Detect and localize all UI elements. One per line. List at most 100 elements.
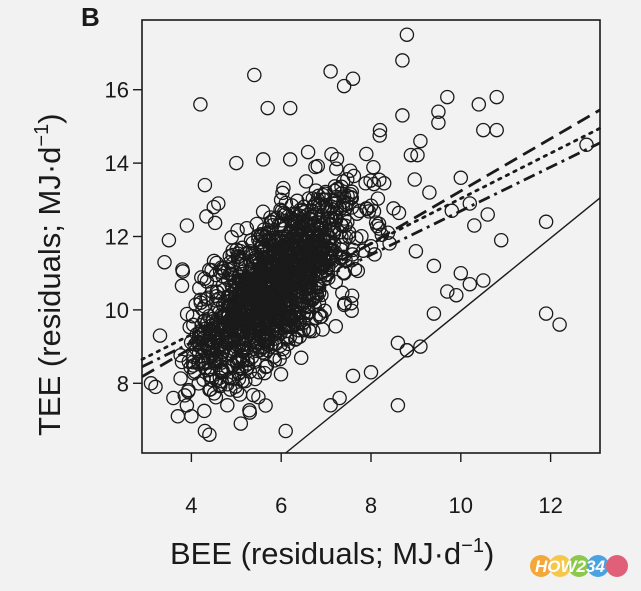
data-point [291,237,306,253]
data-point [257,365,272,381]
data-point [225,256,241,271]
data-point [336,297,352,313]
data-point [359,201,374,216]
data-point [340,172,355,187]
data-point [282,100,298,116]
data-point [390,335,406,351]
data-point [206,199,222,215]
data-point [408,243,424,259]
data-point [220,398,235,413]
data-point [215,268,230,284]
data-point [462,276,478,292]
data-point [284,241,299,256]
data-point [372,122,388,138]
data-point [413,339,428,354]
data-point [222,248,238,264]
data-point [276,345,292,360]
data-point [253,228,269,244]
data-point [323,398,338,413]
data-point [260,342,275,358]
data-point [173,371,188,386]
data-point [242,405,258,420]
data-point [335,285,350,301]
data-point [229,155,244,171]
data-point [323,64,338,79]
data-point [431,104,446,119]
data-point [309,276,324,291]
data-point [179,218,195,233]
data-point [308,183,324,198]
data-point [310,222,326,238]
data-point [370,191,386,206]
data-point [202,427,217,442]
data-point [209,288,224,304]
data-point [538,214,554,230]
fit-line-dotted [140,126,602,361]
data-point [233,416,249,431]
data-point [258,398,273,413]
x-axis-title: BEE (residuals; MJ·d−1) [170,535,494,571]
data-point [311,295,327,310]
data-point [191,356,206,372]
data-point [426,306,442,321]
data-point [391,205,407,221]
data-point [245,279,261,294]
data-point [197,403,212,419]
data-point [306,323,321,339]
data-point [270,251,286,267]
data-point [192,280,207,296]
data-point [289,316,305,332]
data-point [367,247,382,262]
data-point [256,222,272,237]
data-point [422,185,437,200]
data-point [295,241,310,257]
data-point [316,230,331,245]
data-point [275,185,290,201]
data-point [366,159,381,175]
data-point [335,237,350,253]
data-point [260,100,275,116]
data-point [324,146,339,162]
x-tick-label: 4 [185,493,197,518]
data-point [315,192,331,207]
data-point [343,295,359,311]
data-point [175,262,190,277]
data-point [244,349,260,365]
data-point [476,122,491,138]
data-point [227,273,242,289]
data-point [390,398,406,413]
data-point [174,354,190,370]
data-point [352,203,368,219]
x-tick-label: 8 [365,493,377,518]
data-point [247,67,262,83]
data-point [185,308,201,324]
data-point [344,303,359,318]
data-point [186,317,201,333]
data-point [426,258,442,274]
data-point [267,277,282,292]
data-point [298,174,314,189]
data-point [366,204,382,219]
data-point [336,78,352,94]
data-point [489,89,504,105]
data-point [399,343,415,358]
data-point [359,201,375,217]
data-point [410,147,425,163]
data-point [344,288,360,303]
lines-layer [140,108,602,454]
data-point [197,423,213,439]
svg-text:HOW234: HOW234 [535,557,605,576]
data-point [224,278,239,293]
data-point [261,255,277,271]
data-point [403,147,419,163]
data-point [174,278,190,294]
data-point [231,339,247,354]
data-point [372,128,387,143]
data-point [224,266,239,282]
data-point [166,390,181,406]
data-point [449,287,464,303]
data-point [307,197,323,212]
data-point [286,237,301,253]
data-point [196,356,211,371]
